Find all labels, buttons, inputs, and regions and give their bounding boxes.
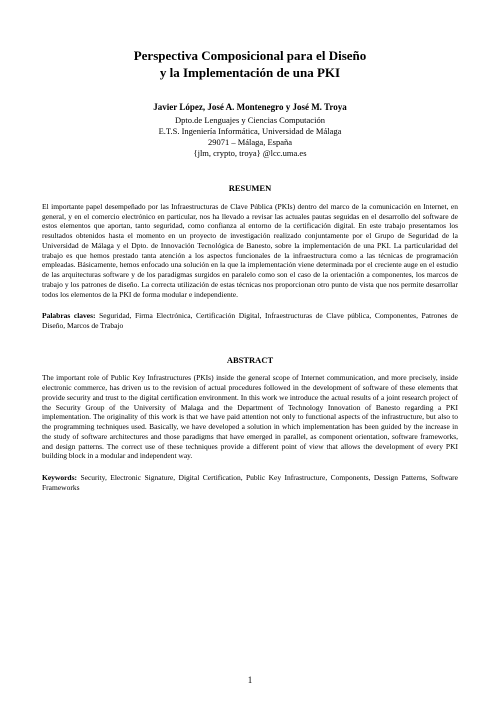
affil-line-3: 29071 – Málaga, España <box>208 137 292 147</box>
title-line-2: y la Implementación de una PKI <box>160 65 340 80</box>
affil-line-1: Dpto.de Lenguajes y Ciencias Computación <box>175 115 325 125</box>
abstract-body: The important role of Public Key Infrast… <box>42 373 458 461</box>
affiliation: Dpto.de Lenguajes y Ciencias Computación… <box>42 115 458 159</box>
affil-line-4: {jlm, crypto, troya} @lcc.uma.es <box>194 148 307 158</box>
abstract-heading: ABSTRACT <box>42 355 458 366</box>
abstract-keywords: Keywords: Security, Electronic Signature… <box>42 473 458 493</box>
affil-line-2: E.T.S. Ingeniería Informática, Universid… <box>159 126 342 136</box>
resumen-keywords-label: Palabras claves: <box>42 311 96 320</box>
authors: Javier López, José A. Montenegro y José … <box>42 102 458 113</box>
page-number: 1 <box>0 675 500 686</box>
abstract-keywords-label: Keywords: <box>42 473 77 482</box>
resumen-keywords-text: Seguridad, Firma Electrónica, Certificac… <box>42 311 458 330</box>
paper-title: Perspectiva Composicional para el Diseño… <box>42 48 458 82</box>
resumen-keywords: Palabras claves: Seguridad, Firma Electr… <box>42 311 458 331</box>
resumen-body: El importante papel desempeñado por las … <box>42 202 458 300</box>
abstract-keywords-text: Security, Electronic Signature, Digital … <box>42 473 458 492</box>
title-line-1: Perspectiva Composicional para el Diseño <box>134 48 367 63</box>
resumen-heading: RESUMEN <box>42 183 458 194</box>
